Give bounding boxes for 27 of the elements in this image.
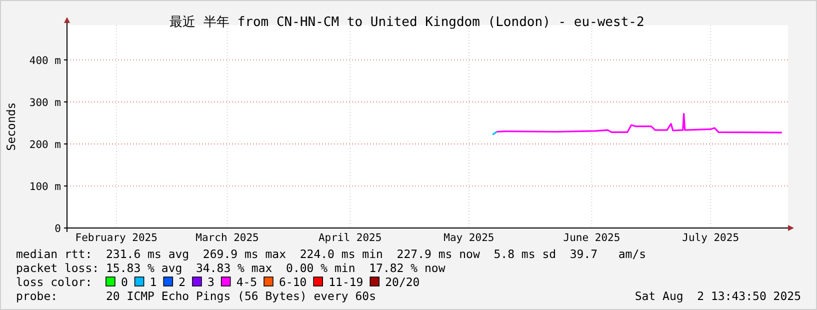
legend-label: 3 [207,275,214,289]
legend-label: 4-5 [236,275,258,289]
text: Sat Aug 2 13:43:50 2025 [634,289,801,303]
y-tick-label: 100 m [29,180,61,193]
chart-title: 最近 半年 from CN-HN-CM to United Kingdom (London) - eu-west-2 [170,15,644,30]
y-tick-label: 400 m [29,54,61,67]
y-tick-label: 300 m [29,96,61,109]
text: packet loss: 15.83 % avg 34.83 % max 0.00 % min 17.82 % now [16,261,446,275]
x-tick-label: July 2025 [682,232,740,244]
x-tick-label: June 2025 [563,232,620,244]
x-tick-label: May 2025 [444,232,494,244]
legend-label: 11-19 [328,275,364,289]
legend-label: 2 [178,275,186,289]
legend-label: 6-10 [279,275,307,289]
text: probe: 20 ICMP Echo Pings (56 Bytes) every 60s [16,289,376,303]
text: median rtt: 231.6 ms avg 269.9 ms max 224.0 ms min 227.9 ms now 5.8 ms sd 39.7 am/s [16,247,646,261]
legend-label: 0 [120,275,128,289]
x-tick-label: April 2025 [318,232,382,244]
x-tick-label: March 2025 [196,232,259,244]
x-tick-label: February 2025 [75,232,158,244]
y-tick-label: 0 [54,223,61,235]
y-tick-label: 200 m [29,138,61,151]
legend-label: 20/20 [385,275,420,289]
line-series [496,112,783,134]
legend-label: 1 [150,275,157,289]
y-axis-title: Seconds [4,102,18,151]
legend-title: loss color: [16,275,92,289]
